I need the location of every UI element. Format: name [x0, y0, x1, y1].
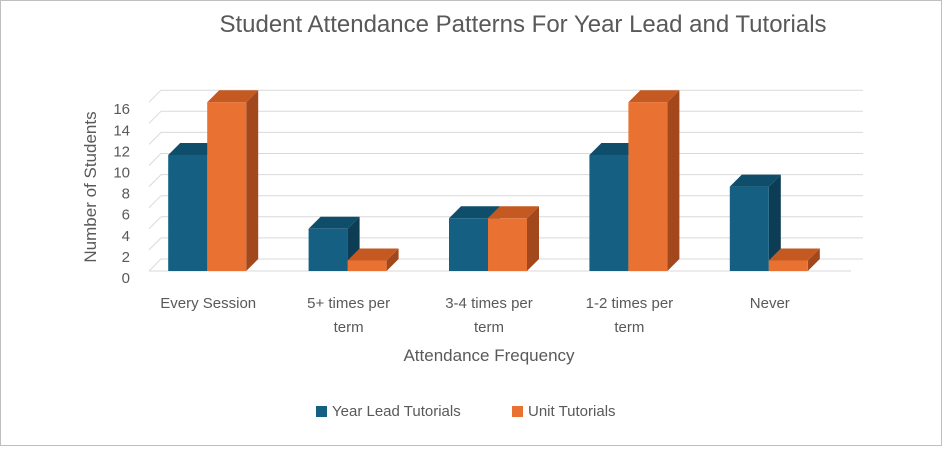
legend-label: Year Lead Tutorials — [332, 403, 461, 420]
y-tick-label: 0 — [122, 270, 130, 287]
bar — [729, 174, 781, 271]
bar-top — [729, 174, 781, 187]
gridline-side — [148, 89, 162, 103]
bar-front — [589, 154, 629, 271]
y-tick-label: 12 — [113, 143, 130, 160]
y-tick-label: 2 — [122, 249, 130, 266]
bars — [168, 90, 820, 271]
bar — [768, 248, 820, 271]
y-tick-label: 10 — [113, 165, 130, 182]
bar — [628, 90, 680, 271]
y-tick-label: 4 — [122, 228, 130, 245]
bar — [488, 206, 539, 271]
bar-top — [207, 90, 259, 103]
legend-item: Year Lead Tutorials — [316, 403, 461, 420]
x-axis-title: Attendance Frequency — [403, 346, 575, 365]
bar-top — [589, 142, 641, 155]
gridline-side — [148, 174, 162, 187]
gridline-side — [148, 153, 162, 166]
legend: Year Lead Tutorials Unit Tutorials — [316, 403, 616, 420]
bar-front — [449, 218, 488, 271]
bar-top — [449, 206, 500, 219]
y-tick-label: 16 — [113, 101, 130, 118]
legend-item: Unit Tutorials — [512, 403, 616, 420]
y-axis-ticks: 0 2 4 6 8 10 12 14 16 — [113, 101, 130, 287]
x-tick-label: 5+ times per term — [307, 295, 390, 336]
bar-front — [628, 102, 668, 271]
gridline-side — [148, 132, 162, 145]
y-tick-label: 8 — [122, 186, 130, 203]
x-tick-label: 1-2 times per term — [586, 295, 674, 336]
bar-side — [768, 174, 781, 271]
y-tick-label: 6 — [122, 207, 130, 224]
bar-front — [347, 260, 387, 271]
bar-front — [488, 218, 527, 271]
chart-title: Student Attendance Patterns For Year Lea… — [219, 11, 826, 38]
bar-front — [207, 102, 247, 271]
legend-swatch — [316, 406, 327, 417]
x-tick-label: Never — [750, 295, 790, 312]
gridline-side — [148, 216, 162, 230]
gridline-side — [148, 110, 162, 124]
bar-front — [308, 228, 348, 271]
bar-side — [246, 90, 259, 271]
bar-side — [527, 206, 539, 271]
bar-top — [488, 206, 539, 219]
bar-top — [628, 90, 680, 103]
y-axis-title: Number of Students — [81, 111, 100, 262]
x-axis-ticks: Every Session 5+ times per term 3-4 times p… — [160, 295, 790, 336]
gridline-side — [148, 258, 162, 272]
legend-swatch — [512, 406, 523, 417]
bar-top — [347, 248, 399, 261]
bar-top — [308, 216, 360, 229]
bar-top — [168, 142, 220, 155]
bar-side — [386, 248, 399, 271]
bar-front — [768, 260, 808, 271]
x-tick-label: 3-4 times per term — [445, 295, 533, 336]
x-tick-label: Every Session — [160, 295, 256, 312]
gridline-side — [148, 195, 162, 209]
bar-side — [667, 90, 680, 271]
bar — [207, 90, 259, 271]
legend-label: Unit Tutorials — [528, 403, 616, 420]
gridline-side — [148, 237, 162, 251]
bar-side — [807, 248, 820, 271]
y-tick-label: 14 — [113, 122, 130, 139]
bar-top — [768, 248, 820, 261]
bar-front — [729, 186, 769, 271]
bar — [347, 248, 399, 271]
bar-front — [168, 154, 208, 271]
